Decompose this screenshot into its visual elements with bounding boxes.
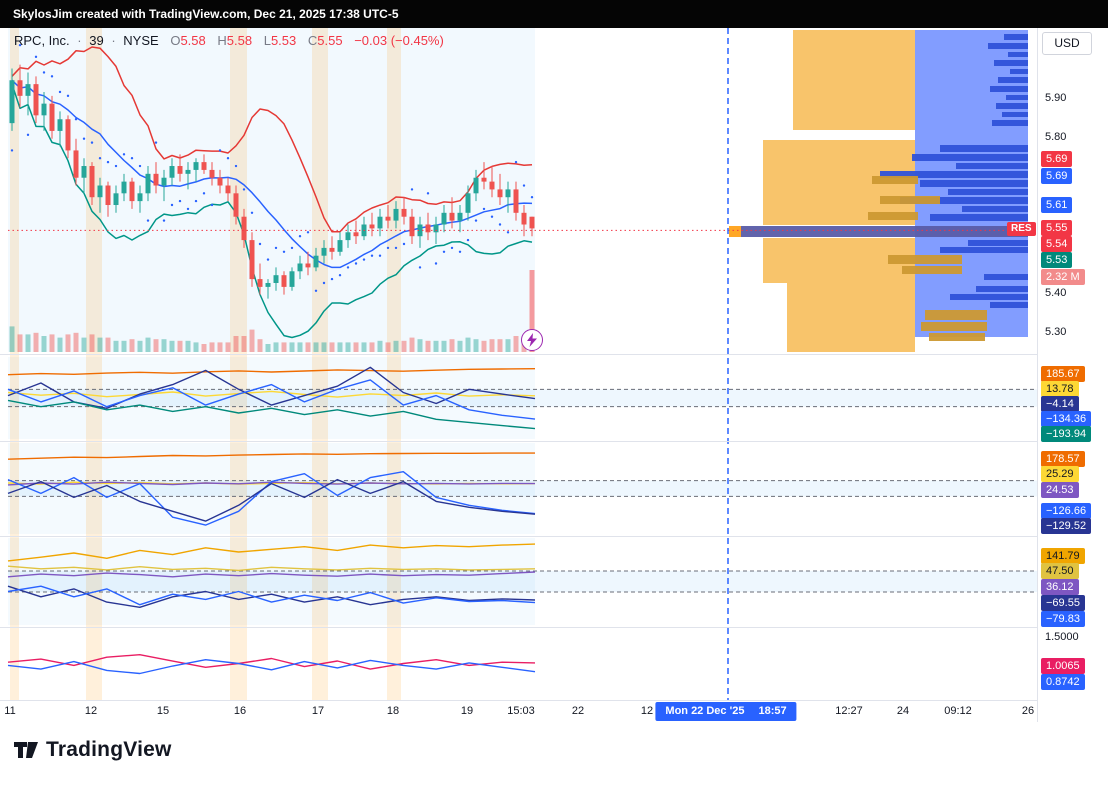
marker-time: 18:57 — [758, 705, 787, 717]
low-label: L — [263, 33, 271, 48]
volume-profile — [729, 30, 1028, 352]
pane-ratio — [7, 654, 536, 675]
time-axis-label: 17 — [311, 705, 325, 717]
price-badge: 5.53 — [1041, 252, 1073, 268]
symbol-legend[interactable]: RPC, Inc. · 39 · NYSE O5.58 H5.58 L5.53 … — [14, 33, 444, 48]
attribution-bar: SkylosJim created with TradingView.com, … — [0, 0, 1108, 28]
pane-separators — [0, 354, 1037, 628]
close-value: 5.55 — [317, 33, 343, 48]
indicator-value-badge: −129.52 — [1041, 518, 1092, 534]
interval-label: 39 — [89, 33, 104, 48]
tradingview-wordmark: TradingView — [46, 738, 172, 761]
time-axis-label: 26 — [1021, 705, 1035, 717]
time-axis-label: 19 — [460, 705, 474, 717]
price-scale-label: 5.80 — [1045, 131, 1067, 143]
indicator-value-badge: 141.79 — [1041, 548, 1085, 564]
attribution-text: SkylosJim created with TradingView.com, … — [13, 7, 399, 21]
indicator-value-badge: −79.83 — [1041, 611, 1085, 627]
indicator-value-badge: 178.57 — [1041, 451, 1085, 467]
pane-oscillator-2 — [7, 452, 1037, 526]
time-axis-label: 11 — [4, 705, 16, 717]
indicator-value-badge: −134.36 — [1041, 411, 1092, 427]
indicator-value-badge: −193.94 — [1041, 426, 1092, 442]
price-badge: 5.69 — [1041, 168, 1073, 184]
footer: TradingView — [0, 722, 1108, 786]
open-value: 5.58 — [180, 33, 206, 48]
indicator-value-badge: 1.0065 — [1041, 658, 1085, 674]
price-scale-label: 5.90 — [1045, 92, 1067, 104]
indicator-value-badge: 0.8742 — [1041, 674, 1085, 690]
currency-button[interactable]: USD — [1042, 32, 1092, 55]
price-badge: 5.61 — [1041, 197, 1073, 213]
time-axis-label: 16 — [233, 705, 247, 717]
price-scale-label: 5.30 — [1045, 326, 1067, 338]
res-label: RES — [1007, 222, 1036, 236]
open-label: O — [170, 33, 181, 48]
indicator-value-badge: −126.66 — [1041, 503, 1092, 519]
low-value: 5.53 — [270, 33, 297, 48]
price-badge: 5.55 — [1041, 220, 1073, 236]
sar-dots — [10, 43, 534, 292]
close-label: C — [307, 33, 318, 48]
indicator-value-badge: 24.53 — [1041, 482, 1079, 498]
time-axis-label: 22 — [571, 705, 585, 717]
indicator-value-badge: 25.29 — [1041, 466, 1079, 482]
time-axis-label: 12:27 — [835, 705, 863, 717]
chart-canvas — [0, 28, 1037, 700]
marker-time-badge: Mon 22 Dec '25 18:57 — [655, 702, 797, 721]
candlestick-series — [9, 64, 535, 299]
price-scale[interactable]: 5.90 5.80 5.40 5.30 1.5000 5.69 5.69 5.61 5.55 5.… — [1037, 28, 1108, 722]
price-badge: 2.32 M — [1041, 269, 1085, 285]
lightning-icon[interactable] — [521, 329, 543, 351]
high-value: 5.58 — [226, 33, 253, 48]
change-value: −0.03 (−0.45%) — [354, 33, 444, 48]
exchange-label: NYSE — [123, 33, 159, 48]
indicator-value-badge: 13.78 — [1041, 381, 1079, 397]
time-axis-label: 24 — [896, 705, 910, 717]
time-axis-label: 18 — [386, 705, 400, 717]
volume-series — [9, 270, 535, 352]
indicator-value-badge: −4.14 — [1041, 396, 1079, 412]
time-axis[interactable]: 11 12 15 16 17 18 19 15:03 22 12 12:27 24 09:12 26 Mon… — [0, 700, 1037, 723]
separator: · — [77, 33, 82, 48]
tradingview-mark-icon — [14, 742, 38, 758]
pane-oscillator-3 — [7, 543, 1037, 608]
price-badge: 5.69 — [1041, 151, 1073, 167]
symbol-title: RPC, Inc. — [14, 33, 70, 48]
pane-scale-label: 1.5000 — [1045, 631, 1079, 643]
time-axis-label: 15 — [156, 705, 170, 717]
indicator-value-badge: 36.12 — [1041, 579, 1079, 595]
time-axis-label: 09:12 — [944, 705, 972, 717]
time-axis-label: 12 — [640, 705, 654, 717]
pane-oscillator-1 — [7, 366, 1037, 430]
time-axis-label: 12 — [84, 705, 98, 717]
indicator-value-badge: 47.50 — [1041, 563, 1079, 579]
pane-tints — [8, 28, 535, 625]
time-axis-label: 15:03 — [507, 705, 535, 717]
separator: · — [111, 33, 116, 48]
lightning-bolt-glyph — [527, 333, 537, 347]
price-badge: 5.54 — [1041, 236, 1073, 252]
price-scale-label: 5.40 — [1045, 287, 1067, 299]
indicator-value-badge: −69.55 — [1041, 595, 1085, 611]
tradingview-logo[interactable]: TradingView — [13, 737, 172, 763]
marker-date: Mon 22 Dec '25 — [665, 705, 745, 717]
high-label: H — [217, 33, 227, 48]
indicator-value-badge: 185.67 — [1041, 366, 1085, 382]
